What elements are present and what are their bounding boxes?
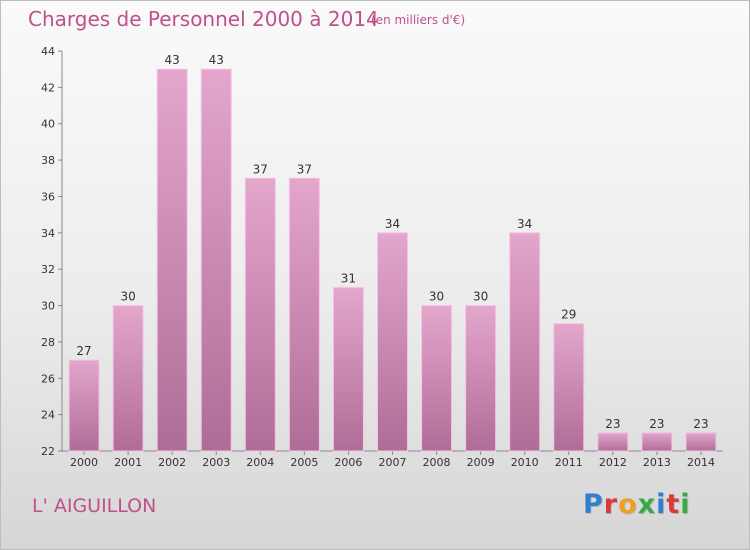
- data-label: 29: [561, 308, 576, 322]
- data-label: 43: [209, 53, 224, 67]
- data-label: 37: [297, 162, 312, 176]
- x-tick-label: 2006: [334, 456, 362, 469]
- y-tick-label: 22: [41, 445, 55, 458]
- bar: [685, 432, 717, 452]
- logo-letter: r: [603, 489, 619, 520]
- chart-title: Charges de Personnel 2000 à 2014: [28, 7, 379, 31]
- x-tick-label: 2002: [158, 456, 186, 469]
- y-tick-label: 34: [41, 227, 55, 240]
- data-label: 30: [429, 290, 444, 304]
- y-tick-label: 24: [41, 409, 55, 422]
- data-label: 27: [76, 344, 91, 358]
- bar: [421, 305, 453, 452]
- x-tick-label: 2013: [643, 456, 671, 469]
- data-label: 37: [253, 162, 268, 176]
- data-label: 31: [341, 271, 356, 285]
- data-label: 23: [693, 417, 708, 431]
- y-tick-label: 40: [41, 118, 55, 131]
- x-tick-label: 2007: [379, 456, 407, 469]
- bar: [332, 286, 364, 452]
- bar: [68, 359, 100, 452]
- proxiti-logo: Proxiti: [583, 489, 691, 520]
- x-tick-label: 2012: [599, 456, 627, 469]
- x-tick-label: 2011: [555, 456, 583, 469]
- logo-letter: o: [618, 489, 638, 520]
- x-tick-label: 2009: [467, 456, 495, 469]
- y-tick-label: 38: [41, 154, 55, 167]
- bar: [156, 68, 188, 452]
- bar: [377, 232, 408, 452]
- x-tick-label: 2008: [423, 456, 451, 469]
- x-tick-label: 2001: [114, 456, 142, 469]
- bar: [597, 432, 629, 452]
- bar: [465, 305, 497, 452]
- bar: [509, 232, 541, 452]
- data-label: 23: [605, 417, 620, 431]
- data-label: 43: [165, 53, 180, 67]
- y-tick-label: 36: [41, 190, 55, 203]
- data-label: 34: [517, 217, 532, 231]
- y-tick-label: 30: [41, 300, 55, 313]
- x-tick-label: 2010: [511, 456, 539, 469]
- data-label: 23: [649, 417, 664, 431]
- logo-letter: x: [637, 489, 657, 520]
- y-tick-label: 42: [41, 81, 55, 94]
- x-tick-label: 2004: [246, 456, 274, 469]
- y-tick-label: 28: [41, 336, 55, 349]
- y-tick-label: 26: [41, 372, 55, 385]
- chart-subtitle: (en milliers d'€): [371, 13, 466, 27]
- data-label: 34: [385, 217, 400, 231]
- x-tick-label: 2000: [70, 456, 98, 469]
- bar: [112, 305, 144, 452]
- logo-letter: t: [666, 489, 681, 520]
- bar: [288, 177, 320, 452]
- bar: [244, 177, 276, 452]
- logo-letter: i: [656, 489, 667, 520]
- data-label: 30: [473, 290, 488, 304]
- y-tick-label: 44: [41, 45, 55, 58]
- bar: [553, 323, 585, 452]
- data-label: 30: [120, 290, 135, 304]
- logo-letter: i: [680, 489, 691, 520]
- x-tick-label: 2005: [290, 456, 318, 469]
- bar: [200, 68, 232, 452]
- y-tick-label: 32: [41, 263, 55, 276]
- x-tick-label: 2003: [202, 456, 230, 469]
- commune-name: L' AIGUILLON: [32, 495, 157, 517]
- bar: [641, 432, 673, 452]
- x-tick-label: 2014: [687, 456, 715, 469]
- logo-letter: P: [583, 489, 604, 520]
